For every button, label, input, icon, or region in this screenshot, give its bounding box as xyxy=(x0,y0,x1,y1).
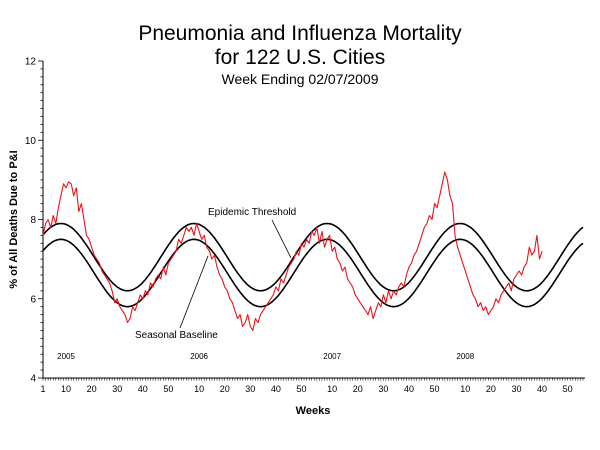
y-tick-label: 6 xyxy=(30,294,36,305)
year-label: 2006 xyxy=(190,352,208,361)
year-label: 2005 xyxy=(57,352,75,361)
baseline-annotation: Seasonal Baseline xyxy=(135,330,218,341)
baseline-pointer xyxy=(179,255,209,329)
x-tick-label: 10 xyxy=(460,384,470,394)
x-tick-label: 20 xyxy=(220,384,230,394)
x-tick-label: 20 xyxy=(353,384,363,394)
x-tick-label: 50 xyxy=(296,384,306,394)
x-tick-label: 20 xyxy=(87,384,97,394)
observed-pi-line xyxy=(42,171,543,331)
x-tick-label: 40 xyxy=(404,384,414,394)
chart-title: Pneumonia and Influenza Mortality xyxy=(138,22,462,45)
y-tick-label: 10 xyxy=(25,136,37,147)
x-tick-label: 10 xyxy=(61,384,71,394)
x-tick-label: 50 xyxy=(563,384,573,394)
x-tick-label: 10 xyxy=(327,384,337,394)
axes: 4 6 8 10 12 1 10 20 30 40 50 10 20 30 40 50 10 20 30 40 50 10… xyxy=(25,57,585,394)
x-tick-label: 30 xyxy=(511,384,521,394)
x-tick-label: 1 xyxy=(40,384,45,394)
labels-layer: 2005 2006 2007 2008 Weeks % of All Deaths Due… xyxy=(8,150,475,417)
threshold-pointer xyxy=(271,219,292,259)
x-tick-label: 30 xyxy=(245,384,255,394)
y-tick-label: 4 xyxy=(30,374,36,385)
y-tick-label: 8 xyxy=(30,215,36,226)
y-tick-label: 12 xyxy=(25,57,37,68)
x-tick-label: 40 xyxy=(537,384,547,394)
x-tick-label: 50 xyxy=(430,384,440,394)
year-label: 2008 xyxy=(456,352,474,361)
x-axis-title: Weeks xyxy=(296,405,331,417)
seasonal-baseline-line xyxy=(42,238,584,308)
x-tick-label: 30 xyxy=(112,384,122,394)
chart-subtitle: for 122 U.S. Cities xyxy=(214,46,386,69)
year-label: 2007 xyxy=(323,352,341,361)
series-layer xyxy=(42,171,584,331)
y-axis-title: % of All Deaths Due to P&I xyxy=(8,150,20,288)
x-tick-label: 40 xyxy=(138,384,148,394)
threshold-annotation: Epidemic Threshold xyxy=(208,207,296,218)
x-tick-label: 10 xyxy=(194,384,204,394)
x-tick-label: 30 xyxy=(378,384,388,394)
x-tick-label: 20 xyxy=(486,384,496,394)
x-tick-label: 40 xyxy=(271,384,281,394)
epidemic-threshold-line xyxy=(42,222,584,292)
chart-week-ending: Week Ending 02/07/2009 xyxy=(221,71,379,87)
x-tick-label: 50 xyxy=(163,384,173,394)
